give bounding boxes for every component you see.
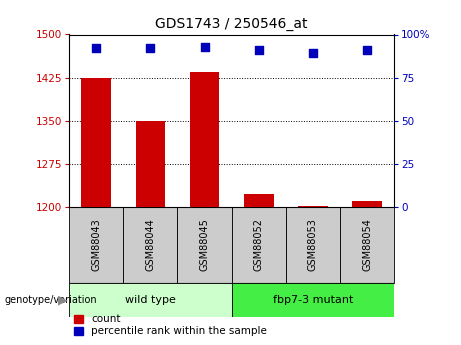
Bar <box>189 72 219 207</box>
Point <box>363 47 371 53</box>
Text: genotype/variation: genotype/variation <box>5 295 97 305</box>
Text: GSM88052: GSM88052 <box>254 218 264 272</box>
Bar <box>231 283 394 317</box>
Text: GSM88054: GSM88054 <box>362 218 372 272</box>
Text: ▶: ▶ <box>58 294 67 307</box>
Point <box>309 51 317 56</box>
Bar <box>123 207 177 283</box>
Bar <box>81 78 111 207</box>
Point <box>201 44 208 49</box>
Text: fbp7-3 mutant: fbp7-3 mutant <box>273 295 353 305</box>
Point <box>255 47 262 53</box>
Legend: count, percentile rank within the sample: count, percentile rank within the sample <box>74 314 267 336</box>
Bar <box>286 207 340 283</box>
Text: GSM88053: GSM88053 <box>308 218 318 272</box>
Bar <box>231 207 286 283</box>
Bar <box>136 121 165 207</box>
Bar <box>177 207 231 283</box>
Bar <box>244 194 274 207</box>
Text: wild type: wild type <box>125 295 176 305</box>
Title: GDS1743 / 250546_at: GDS1743 / 250546_at <box>155 17 308 31</box>
Bar <box>340 207 394 283</box>
Point <box>93 46 100 51</box>
Text: GSM88045: GSM88045 <box>200 218 210 272</box>
Bar <box>69 283 231 317</box>
Point <box>147 46 154 51</box>
Bar <box>352 201 382 207</box>
Text: GSM88044: GSM88044 <box>145 219 155 271</box>
Bar <box>69 207 123 283</box>
Bar <box>298 206 328 207</box>
Text: GSM88043: GSM88043 <box>91 219 101 271</box>
